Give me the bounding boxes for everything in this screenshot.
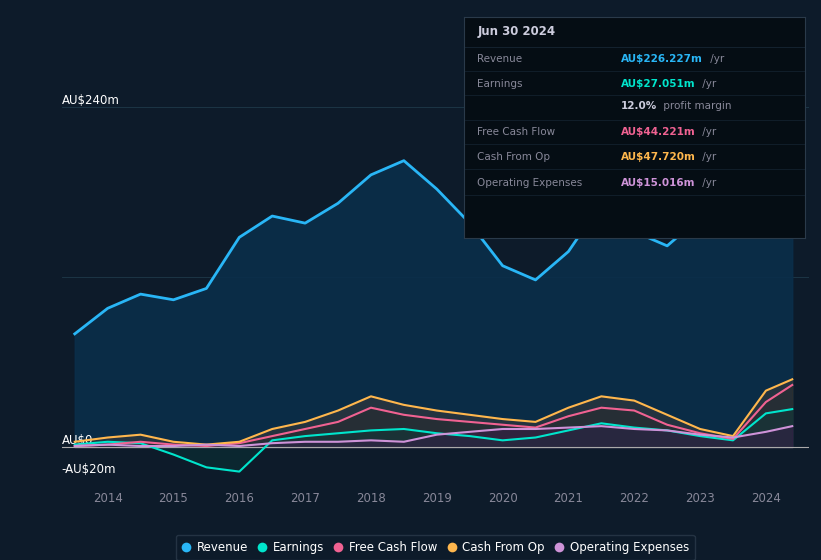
- Text: /yr: /yr: [707, 54, 724, 64]
- Text: /yr: /yr: [699, 127, 716, 137]
- Text: AU$47.720m: AU$47.720m: [621, 152, 695, 162]
- Text: /yr: /yr: [699, 80, 716, 89]
- Text: /yr: /yr: [699, 178, 716, 188]
- Text: AU$226.227m: AU$226.227m: [621, 54, 703, 64]
- Text: Operating Expenses: Operating Expenses: [478, 178, 583, 188]
- Text: Cash From Op: Cash From Op: [478, 152, 551, 162]
- Text: profit margin: profit margin: [660, 101, 732, 111]
- Text: AU$15.016m: AU$15.016m: [621, 178, 695, 188]
- Text: Free Cash Flow: Free Cash Flow: [478, 127, 556, 137]
- Text: /yr: /yr: [699, 152, 716, 162]
- Text: AU$44.221m: AU$44.221m: [621, 127, 695, 137]
- Text: Revenue: Revenue: [478, 54, 523, 64]
- Text: -AU$20m: -AU$20m: [62, 463, 116, 476]
- Legend: Revenue, Earnings, Free Cash Flow, Cash From Op, Operating Expenses: Revenue, Earnings, Free Cash Flow, Cash …: [176, 535, 695, 560]
- Text: 12.0%: 12.0%: [621, 101, 657, 111]
- Text: Jun 30 2024: Jun 30 2024: [478, 25, 556, 38]
- Text: AU$0: AU$0: [62, 435, 93, 447]
- Text: Earnings: Earnings: [478, 80, 523, 89]
- Text: AU$27.051m: AU$27.051m: [621, 80, 695, 89]
- Text: AU$240m: AU$240m: [62, 94, 119, 107]
